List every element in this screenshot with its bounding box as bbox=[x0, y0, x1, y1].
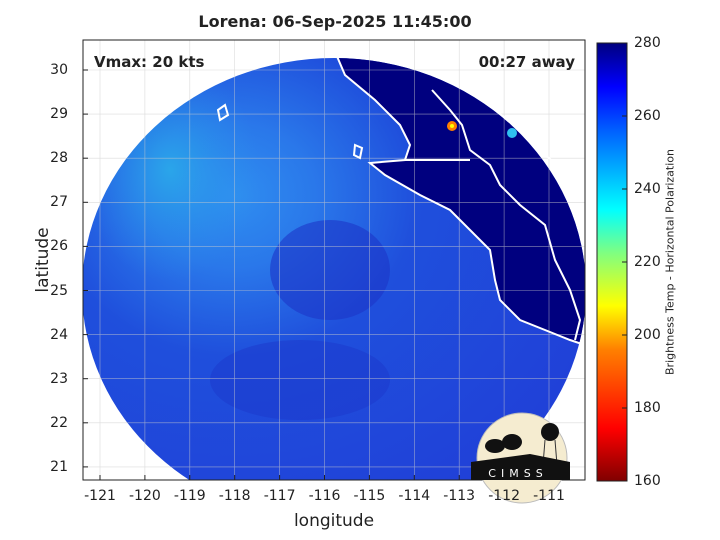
x-tick-label: -116 bbox=[308, 488, 341, 504]
x-axis-label: longitude bbox=[293, 511, 375, 531]
colorbar-label: Brightness Temp - Horizontal Polarizatio… bbox=[663, 149, 677, 375]
coastline bbox=[216, 40, 585, 346]
x-tick-label: -115 bbox=[353, 488, 386, 504]
y-tick-label: 24 bbox=[50, 326, 68, 343]
x-tick-label: -117 bbox=[263, 488, 296, 504]
colorbar-tick-label: 180 bbox=[634, 400, 661, 416]
y-axis-label: latitude bbox=[33, 227, 53, 293]
x-tick-label: -121 bbox=[84, 488, 116, 504]
x-tick-label: -114 bbox=[398, 488, 431, 504]
y-tick-label: 26 bbox=[50, 238, 68, 255]
y-tick-label: 30 bbox=[50, 62, 68, 78]
x-tick-label: -119 bbox=[173, 488, 206, 504]
y-tick-label: 27 bbox=[50, 194, 68, 211]
colorbar-tick-label: 240 bbox=[634, 181, 661, 197]
colorbar-tick-label: 280 bbox=[634, 35, 661, 51]
away-label: 00:27 away bbox=[478, 53, 575, 71]
x-tick-label: -118 bbox=[218, 488, 251, 504]
plot-title: Lorena: 06-Sep-2025 11:45:00 bbox=[198, 12, 472, 31]
x-tick-label: -120 bbox=[129, 488, 161, 504]
y-tick-label: 23 bbox=[50, 370, 68, 387]
colorbar-tick-label: 160 bbox=[634, 473, 661, 489]
y-tick-label: 28 bbox=[50, 150, 68, 167]
x-tick-label: -112 bbox=[488, 488, 520, 504]
colorbar-tick-label: 260 bbox=[634, 108, 661, 124]
y-tick-label: 21 bbox=[50, 458, 68, 475]
logo-text: CIMSS bbox=[488, 467, 547, 480]
x-tick-label: -113 bbox=[443, 488, 476, 504]
colorbar-tick-label: 200 bbox=[634, 327, 661, 343]
plot-frame bbox=[82, 39, 586, 481]
y-tick-label: 29 bbox=[50, 106, 68, 123]
vmax-label: Vmax: 20 kts bbox=[94, 53, 205, 71]
y-tick-label: 22 bbox=[50, 414, 68, 431]
y-tick-label: 25 bbox=[50, 282, 68, 299]
cimss-logo: CIMSS bbox=[471, 412, 570, 504]
x-tick-label: -111 bbox=[533, 488, 565, 504]
colorbar-tick-label: 220 bbox=[634, 254, 661, 270]
